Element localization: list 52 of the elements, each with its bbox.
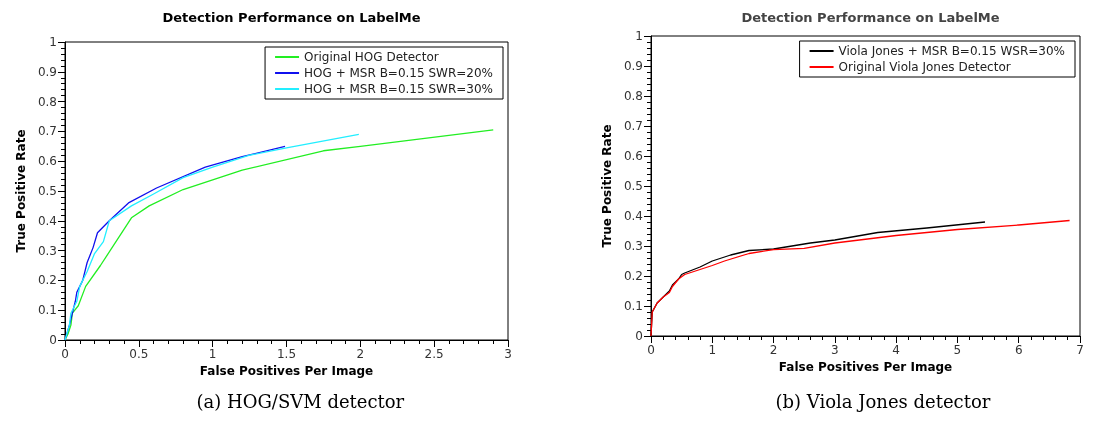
y-tick-label: 0.9 xyxy=(623,59,643,73)
chart-title: Detection Performance on LabelMe xyxy=(741,10,1000,25)
text: (a) HOG/SVM detector xyxy=(196,390,405,412)
y-tick-label: 0.4 xyxy=(623,209,643,223)
x-tick-label: 5 xyxy=(953,343,962,357)
legend-label: Original HOG Detector xyxy=(304,50,439,64)
line-series xyxy=(64,133,360,341)
y-tick-label: 0.2 xyxy=(37,273,57,288)
text: (b) Viola Jones detector xyxy=(775,390,991,412)
y-tick-label: 0.1 xyxy=(37,303,57,318)
y-tick-label: 0 xyxy=(635,329,643,343)
x-tick-label: 2 xyxy=(769,343,778,357)
legend-label: Viola Jones + MSR B=0.15 WSR=30% xyxy=(838,44,1065,58)
x-tick-label: 6 xyxy=(1014,343,1023,357)
y-tick-label: 0.5 xyxy=(623,179,643,193)
y-axis-title: True Positive Rate xyxy=(600,124,615,248)
y-tick-label: 0.6 xyxy=(37,154,57,169)
y-tick-label: 0.3 xyxy=(623,239,643,253)
x-axis-title: False Positives Per Image xyxy=(778,359,953,374)
legend-label: Original Viola Jones Detector xyxy=(838,60,1011,74)
x-tick-label: 4 xyxy=(892,343,900,357)
y-tick-label: 0.9 xyxy=(37,64,57,79)
y-tick-label: 0 xyxy=(49,333,57,347)
x-axis-title: False Positives Per Image xyxy=(199,363,374,378)
x-tick-label: 0.5 xyxy=(129,347,149,361)
x-tick-label: 1 xyxy=(708,343,717,357)
x-tick-label: 3 xyxy=(831,343,839,357)
legend-label: HOG + MSR B=0.15 SWR=30% xyxy=(304,82,494,96)
x-tick-label: 0 xyxy=(61,347,69,361)
y-tick-label: 0.5 xyxy=(37,184,57,198)
line-series xyxy=(64,129,494,341)
legend-label: HOG + MSR B=0.15 SWR=20% xyxy=(304,66,494,80)
y-tick-label: 0.8 xyxy=(623,89,643,103)
y-tick-label: 0.8 xyxy=(37,94,57,109)
y-tick-label: 0.7 xyxy=(623,119,643,133)
x-tick-label: 2 xyxy=(356,347,365,361)
chart-title: Detection Performance on LabelMe xyxy=(162,10,421,25)
x-tick-label: 2.5 xyxy=(424,347,444,361)
x-tick-label: 3 xyxy=(504,347,512,361)
y-tick-label: 0.2 xyxy=(623,269,643,283)
x-tick-label: 1.5 xyxy=(276,347,297,361)
y-tick-label: 0.7 xyxy=(37,124,57,139)
x-tick-label: 7 xyxy=(1076,343,1084,357)
y-tick-label: 0.6 xyxy=(623,149,643,163)
y-tick-label: 0.3 xyxy=(37,243,57,258)
y-tick-label: 0.4 xyxy=(37,213,57,228)
y-axis-title: True Positive Rate xyxy=(14,129,29,253)
y-tick-label: 1 xyxy=(635,29,643,43)
y-tick-label: 1 xyxy=(49,35,57,49)
x-tick-label: 0 xyxy=(647,343,655,357)
x-tick-label: 1 xyxy=(208,347,217,361)
y-tick-label: 0.1 xyxy=(623,299,643,313)
